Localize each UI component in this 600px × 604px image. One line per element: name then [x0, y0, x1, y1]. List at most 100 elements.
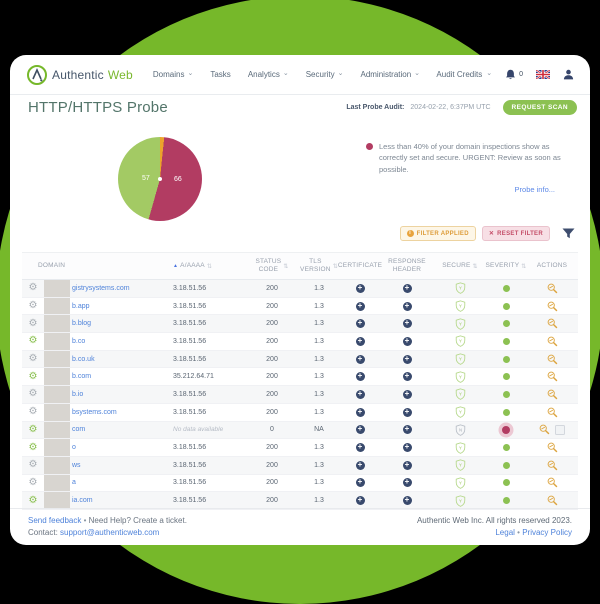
domain-link[interactable]: ws [72, 461, 81, 469]
domain-link[interactable]: ia.com [72, 497, 93, 505]
tls-version-value: 1.3 [314, 444, 324, 452]
certificate-expand-button[interactable]: + [355, 407, 365, 417]
request-scan-button[interactable]: REQUEST SCAN [502, 100, 577, 115]
nav-item-analytics[interactable]: Analytics ⌄ [248, 70, 289, 79]
legal-link[interactable]: Legal [495, 528, 515, 538]
response-header-expand-button[interactable]: + [402, 495, 412, 506]
privacy-policy-link[interactable]: Privacy Policy [522, 528, 572, 538]
inspect-action-icon[interactable] [547, 460, 558, 471]
language-flag-button[interactable] [536, 70, 550, 79]
user-menu-button[interactable] [563, 69, 574, 80]
row-settings-gear-icon[interactable]: ⚙ [28, 406, 38, 418]
row-settings-gear-icon[interactable]: ⚙ [28, 423, 38, 435]
row-settings-gear-icon[interactable]: ⚙ [28, 441, 38, 453]
send-feedback-link[interactable]: Send feedback [28, 516, 82, 525]
row-settings-gear-icon[interactable]: ⚙ [28, 317, 38, 329]
inspect-action-icon[interactable] [547, 442, 558, 453]
nav-item-security[interactable]: Security ⌄ [306, 70, 344, 79]
row-settings-gear-icon[interactable]: ⚙ [28, 476, 38, 488]
column-header-severity[interactable]: SEVERITY ⇅ [486, 262, 527, 270]
row-settings-gear-icon[interactable]: ⚙ [28, 494, 38, 506]
certificate-expand-button[interactable]: + [355, 318, 365, 329]
help-text: Need Help? Create a ticket. [88, 516, 187, 525]
response-header-expand-button[interactable]: + [402, 442, 412, 453]
certificate-expand-button[interactable]: + [355, 425, 365, 435]
row-settings-gear-icon[interactable]: ⚙ [28, 300, 38, 312]
probe-info-link[interactable]: Probe info... [514, 185, 555, 194]
nav-item-label: Analytics [247, 70, 280, 79]
response-header-expand-button[interactable]: + [402, 372, 412, 382]
certificate-expand-button[interactable]: + [355, 354, 365, 364]
certificate-expand-button[interactable]: + [355, 442, 365, 453]
column-header-status-code[interactable]: STATUS CODE ⇅ [246, 258, 298, 274]
certificate-expand-button[interactable]: + [355, 283, 365, 293]
inspect-action-icon[interactable] [547, 301, 558, 312]
row-settings-gear-icon[interactable]: ⚙ [28, 335, 38, 347]
row-checkbox[interactable] [555, 424, 565, 435]
nav-item-domains[interactable]: Domains ⌄ [153, 70, 193, 79]
response-header-expand-button[interactable]: + [402, 460, 412, 470]
reset-filter-label: RESET FILTER [497, 230, 543, 237]
response-header-expand-button[interactable]: + [402, 283, 412, 293]
inspect-action-icon[interactable] [547, 389, 558, 400]
page-footer: Send feedback • Need Help? Create a tick… [10, 508, 590, 540]
app-window: Authentic Web Domains ⌄ Tasks Analytics ⌄ Secu… [10, 55, 590, 545]
certificate-expand-button[interactable]: + [355, 460, 365, 470]
domain-link[interactable]: b.io [72, 390, 84, 398]
domain-link[interactable]: b.co.uk [72, 355, 95, 363]
certificate-expand-button[interactable]: + [355, 336, 365, 346]
row-settings-gear-icon[interactable]: ⚙ [28, 388, 38, 400]
inspect-action-icon[interactable] [547, 495, 558, 506]
brand-logo[interactable]: Authentic Web [26, 64, 133, 86]
row-settings-gear-icon[interactable]: ⚙ [28, 459, 38, 471]
row-settings-gear-icon[interactable]: ⚙ [28, 353, 38, 365]
certificate-expand-button[interactable]: + [355, 478, 365, 488]
column-header-secure[interactable]: SECURE ⇅ [434, 262, 486, 270]
response-header-expand-button[interactable]: + [402, 407, 412, 417]
reset-filter-button[interactable]: ✕ RESET FILTER [481, 226, 550, 241]
redacted-domain-prefix [44, 386, 70, 403]
nav-item-tasks[interactable]: Tasks [210, 70, 230, 79]
filter-applied-badge[interactable]: i FILTER APPLIED [399, 226, 476, 241]
audit-credits-menu[interactable]: Audit Credits ⌄ [436, 70, 492, 79]
certificate-expand-button[interactable]: + [355, 495, 365, 506]
response-header-expand-button[interactable]: + [402, 478, 412, 488]
inspect-action-icon[interactable] [547, 354, 558, 365]
domain-link[interactable]: b.blog [72, 320, 92, 328]
certificate-expand-button[interactable]: + [355, 372, 365, 382]
notifications-button[interactable]: 0 [505, 69, 523, 80]
domain-link[interactable]: b.com [72, 373, 92, 381]
response-header-expand-button[interactable]: + [402, 354, 412, 364]
certificate-expand-button[interactable]: + [355, 301, 365, 311]
domain-link[interactable]: bsystems.com [72, 408, 117, 416]
row-settings-gear-icon[interactable]: ⚙ [28, 370, 38, 382]
secure-shield-icon: Y [455, 282, 465, 295]
response-header-expand-button[interactable]: + [402, 301, 412, 311]
domain-link[interactable]: a [72, 479, 76, 487]
nav-item-administration[interactable]: Administration ⌄ [360, 70, 420, 79]
response-header-expand-button[interactable]: + [402, 336, 412, 346]
response-header-expand-button[interactable]: + [402, 318, 412, 329]
column-header-a-aaaa[interactable]: ▲ A/AAAA ⇅ [168, 262, 246, 270]
row-settings-gear-icon[interactable]: ⚙ [28, 282, 38, 294]
domain-link[interactable]: b.app [72, 302, 90, 310]
inspect-action-icon[interactable] [539, 424, 550, 435]
domain-link[interactable]: com [72, 426, 86, 434]
domain-link[interactable]: b.co [72, 337, 86, 345]
certificate-expand-button[interactable]: + [355, 389, 365, 399]
table-row: ⚙ o 3.18.51.56 200 1.3 + + Y [22, 439, 578, 457]
filter-funnel-icon[interactable] [562, 228, 575, 239]
inspect-action-icon[interactable] [547, 371, 558, 382]
inspect-action-icon[interactable] [547, 283, 558, 294]
inspect-action-icon[interactable] [547, 407, 558, 418]
inspect-action-icon[interactable] [547, 318, 558, 329]
response-header-expand-button[interactable]: + [402, 389, 412, 399]
domain-link[interactable]: o [72, 444, 76, 452]
support-email-link[interactable]: support@authenticweb.com [60, 528, 160, 538]
domain-link[interactable]: gistrysystems.com [72, 284, 130, 292]
response-header-expand-button[interactable]: + [402, 425, 412, 435]
table-header-row: DOMAIN ▲ A/AAAA ⇅ STATUS CODE ⇅ TLS VERSION ⇅ CE… [22, 252, 578, 280]
column-header-tls-version[interactable]: TLS VERSION ⇅ [298, 258, 340, 274]
inspect-action-icon[interactable] [547, 477, 558, 488]
inspect-action-icon[interactable] [547, 336, 558, 347]
